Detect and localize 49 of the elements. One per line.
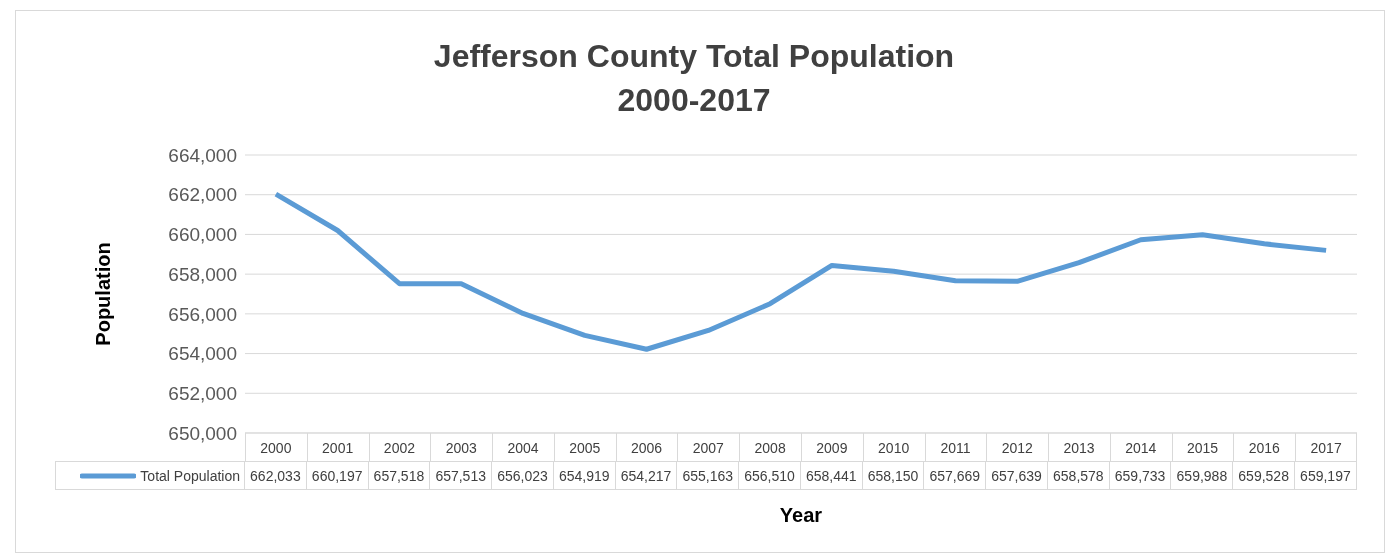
x-tick-label: 2011 (940, 439, 971, 456)
chart-title: Jefferson County Total Population (432, 37, 956, 76)
x-tick-label: 2010 (878, 439, 910, 456)
data-label: 654,217 (615, 461, 678, 490)
x-tick-label: 2007 (692, 439, 725, 456)
data-label: 658,578 (1047, 461, 1110, 490)
data-label: 656,023 (492, 461, 554, 490)
data-label: 657,669 (924, 461, 987, 490)
data-label: 655,163 (677, 461, 740, 490)
data-label: 656,510 (739, 461, 801, 490)
x-tick-label: 2002 (383, 439, 416, 456)
x-tick-label: 2000 (260, 439, 292, 456)
x-tick-label: 2005 (569, 439, 601, 456)
y-tick-label: 658,000 (168, 263, 237, 285)
y-tick-label: 662,000 (168, 184, 237, 206)
x-tick-label: 2003 (445, 439, 477, 456)
data-label: 659,733 (1109, 461, 1172, 490)
y-tick-label: 664,000 (168, 144, 237, 166)
data-label: 662,033 (245, 461, 307, 490)
y-tick-label: 652,000 (168, 383, 237, 405)
data-label: 654,919 (553, 461, 616, 490)
x-tick-label: 2013 (1063, 439, 1095, 456)
x-tick-label: 2006 (630, 439, 663, 456)
y-tick-label: 656,000 (168, 303, 237, 325)
x-tick-label: 2012 (1001, 439, 1033, 456)
data-label: 657,639 (986, 461, 1048, 490)
legend-label: Total Population (140, 467, 240, 484)
x-tick-label: 2004 (507, 439, 539, 456)
data-label: 659,988 (1171, 461, 1234, 490)
x-tick-label: 2008 (754, 439, 786, 456)
x-tick-label: 2015 (1186, 439, 1219, 456)
data-label: 658,150 (862, 461, 925, 490)
y-tick-label: 650,000 (168, 422, 237, 444)
x-tick-label: 2001 (322, 439, 354, 456)
x-tick-label: 2009 (816, 439, 848, 456)
data-label: 657,518 (368, 461, 431, 490)
y-tick-label: 654,000 (168, 343, 237, 365)
data-label: 657,513 (430, 461, 493, 490)
x-axis-title: Year (778, 504, 824, 527)
data-label: 659,197 (1295, 461, 1357, 490)
x-tick-label: 2014 (1125, 439, 1157, 456)
x-tick-label: 2016 (1248, 439, 1281, 456)
data-label: 659,528 (1233, 461, 1296, 490)
y-axis-title: Population (91, 242, 115, 346)
x-tick-label: 2017 (1310, 439, 1342, 456)
chart-subtitle: 2000-2017 (616, 81, 772, 120)
data-label: 658,441 (800, 461, 863, 490)
data-label: 660,197 (306, 461, 369, 490)
y-tick-label: 660,000 (168, 224, 237, 246)
